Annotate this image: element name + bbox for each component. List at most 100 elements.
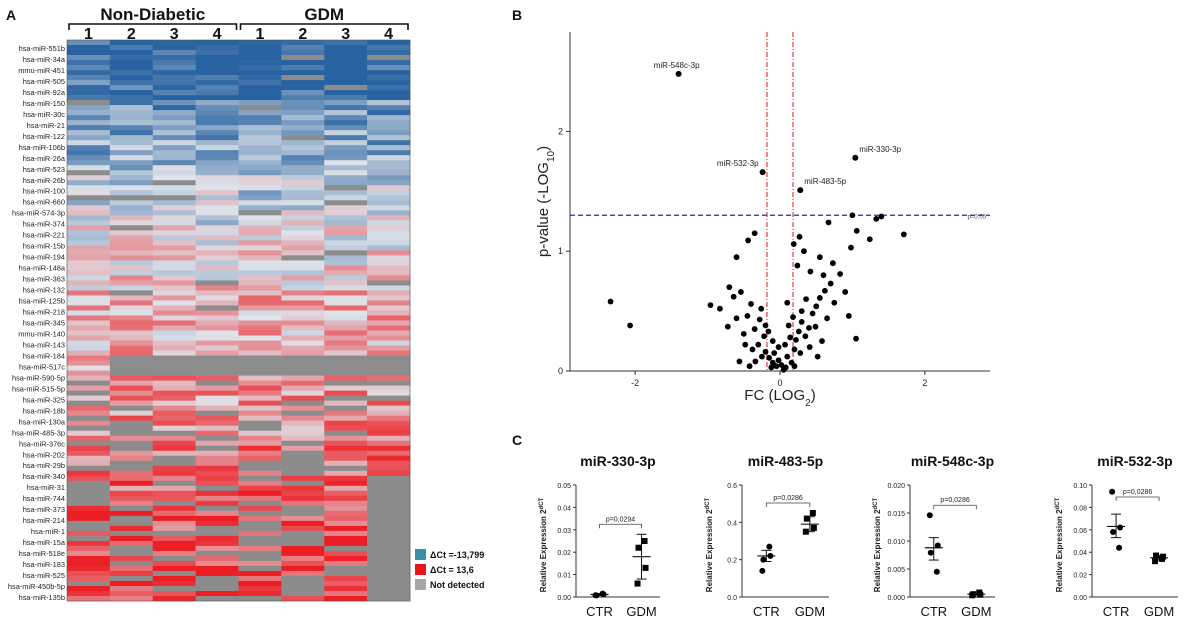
- heatmap-cell: [67, 45, 111, 51]
- heatmap-cell: [67, 515, 111, 522]
- heatmap-cell: [238, 490, 282, 497]
- heatmap-cell: [67, 420, 111, 426]
- heatmap-cell: [109, 225, 154, 231]
- heatmap-cell: [67, 450, 111, 457]
- heatmap-cell: [152, 340, 196, 346]
- heatmap-cell: [67, 130, 111, 136]
- subplot-y-axis-title: Relative Expression 2dCT: [705, 497, 714, 592]
- ctr-sample-point: [926, 512, 933, 519]
- heatmap-cell: [109, 245, 154, 251]
- heatmap-cell: [324, 560, 368, 567]
- category-label: CTR: [920, 604, 947, 619]
- heatmap-cell: [367, 525, 411, 532]
- heatmap-cell: [238, 300, 282, 306]
- heatmap-cell: [367, 180, 411, 186]
- heatmap-cell: [281, 490, 325, 497]
- heatmap-cell: [152, 510, 196, 517]
- heatmap-cell: [324, 280, 368, 286]
- data-point: [785, 322, 792, 329]
- heatmap-cell: [109, 280, 154, 286]
- heatmap-cell: [367, 555, 411, 562]
- heatmap-cell: [195, 480, 239, 487]
- row-label: hsa-miR-590-5p: [12, 373, 65, 382]
- heatmap-cell: [109, 570, 154, 577]
- heatmap-cell: [367, 380, 411, 386]
- heatmap-cell: [195, 455, 239, 462]
- heatmap-cell: [324, 415, 368, 421]
- data-point: [806, 324, 812, 331]
- heatmap-cell: [67, 565, 111, 572]
- heatmap-cell: [367, 535, 411, 542]
- heatmap-cell: [195, 250, 239, 256]
- heatmap-cell: [195, 595, 239, 602]
- heatmap-cell: [109, 410, 154, 416]
- heatmap-cell: [367, 230, 411, 236]
- heatmap-cell: [152, 400, 196, 406]
- heatmap-cell: [67, 205, 111, 211]
- x-tick-label: 2: [922, 378, 927, 388]
- heatmap-cell: [152, 170, 196, 176]
- heatmap-cell: [67, 460, 111, 467]
- heatmap-cell: [367, 45, 411, 51]
- heatmap-cell: [281, 400, 325, 406]
- data-point: [790, 241, 797, 247]
- heatmap-cell: [367, 50, 411, 56]
- heatmap-cell: [281, 135, 325, 141]
- heatmap-cell: [367, 355, 411, 361]
- heatmap-cell: [238, 505, 282, 512]
- heatmap-cell: [324, 375, 368, 381]
- heatmap-cell: [195, 530, 239, 537]
- heatmap-cell: [324, 230, 368, 236]
- data-point: [802, 333, 809, 340]
- heatmap-cell: [281, 165, 325, 171]
- heatmap-cell: [195, 285, 239, 291]
- heatmap-cell: [152, 135, 196, 141]
- heatmap-cell: [238, 100, 282, 106]
- heatmap-cell: [238, 175, 282, 181]
- point-annotation: miR-330-3p: [859, 145, 901, 154]
- heatmap-cell: [152, 110, 196, 116]
- heatmap-cell: [281, 520, 325, 527]
- x-tick-label: 0: [777, 378, 782, 388]
- row-label: hsa-miR-143: [23, 340, 65, 349]
- heatmap-cell: [67, 480, 111, 487]
- heatmap-cell: [67, 65, 111, 71]
- heatmap-cell: [109, 175, 154, 181]
- row-label: hsa-miR-183: [23, 560, 65, 569]
- heatmap-cell: [238, 120, 282, 126]
- heatmap-cell: [195, 590, 239, 597]
- heatmap-cell: [281, 325, 325, 331]
- row-label: hsa-miR-150: [23, 99, 65, 108]
- data-point: [900, 231, 907, 238]
- heatmap-cell: [324, 110, 368, 116]
- row-label: hsa-miR-517c: [19, 362, 65, 371]
- heatmap-cell: [324, 100, 368, 106]
- heatmap-cell: [152, 130, 196, 136]
- heatmap-cell: [281, 480, 325, 487]
- data-point: [758, 353, 765, 360]
- heatmap-cell: [238, 225, 282, 231]
- heatmap-cell: [195, 70, 239, 76]
- point-annotation: miR-483-5p: [804, 177, 846, 186]
- heatmap-cell: [367, 270, 411, 276]
- data-point: [766, 354, 773, 361]
- heatmap-cell: [152, 495, 196, 502]
- heatmap-cell: [195, 115, 239, 121]
- heatmap-cell: [67, 80, 111, 86]
- data-point: [733, 315, 740, 322]
- heatmap-cell: [281, 300, 325, 306]
- heatmap-cell: [152, 175, 196, 181]
- heatmap-cell: [238, 215, 282, 221]
- heatmap-cell: [324, 270, 368, 276]
- subplot-y-tick-label: 0.01: [557, 573, 571, 580]
- heatmap-cell: [67, 500, 111, 507]
- heatmap-cell: [281, 345, 325, 351]
- heatmap-cell: [281, 550, 325, 557]
- data-point: [707, 302, 714, 309]
- heatmap-cell: [195, 440, 239, 447]
- heatmap-cell: [109, 380, 154, 386]
- heatmap-cell: [367, 390, 411, 396]
- heatmap-cell: [238, 90, 282, 96]
- heatmap-cell: [281, 275, 325, 281]
- heatmap-cell: [67, 270, 111, 276]
